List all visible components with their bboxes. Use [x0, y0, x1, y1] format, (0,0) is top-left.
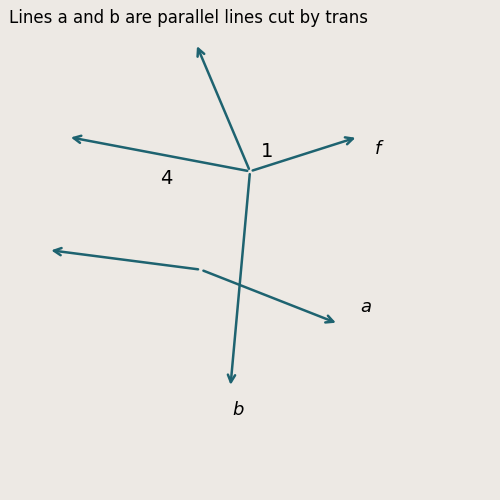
- Text: a: a: [360, 298, 371, 316]
- Text: 1: 1: [261, 142, 274, 161]
- Text: b: b: [232, 401, 243, 419]
- Text: f: f: [374, 140, 381, 158]
- Text: Lines a and b are parallel lines cut by trans: Lines a and b are parallel lines cut by …: [9, 9, 368, 27]
- Text: 4: 4: [160, 169, 172, 188]
